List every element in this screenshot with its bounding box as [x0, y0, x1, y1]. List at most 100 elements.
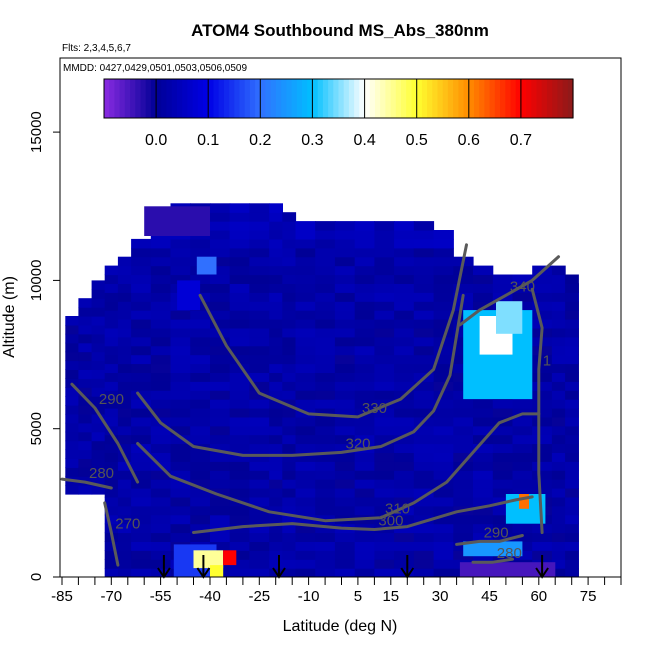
heatmap-cell [565, 354, 579, 365]
heatmap-cell [190, 301, 211, 311]
heatmap-cell [131, 319, 152, 329]
heatmap-cell [473, 461, 494, 471]
heatmap-cell [565, 283, 579, 293]
heatmap-cell [473, 408, 494, 418]
heatmap-cell [249, 416, 270, 427]
colorbar-segment [536, 79, 543, 118]
heatmap-cell [551, 550, 566, 560]
heatmap-cell [512, 488, 533, 498]
heatmap-cell [453, 274, 474, 284]
heatmap-cell [170, 372, 191, 382]
heatmap-cell [565, 345, 579, 356]
heatmap-cell [473, 505, 494, 516]
heatmap-cell [551, 354, 566, 365]
heatmap-cell [354, 425, 375, 436]
heatmap-cell [150, 532, 172, 542]
heatmap-cell [374, 568, 395, 577]
heatmap-cell [229, 345, 250, 356]
heatmap-cell [433, 434, 454, 445]
heatmap-cell [473, 452, 494, 462]
heatmap-cell [104, 345, 119, 356]
heatmap-cell [532, 372, 553, 382]
heatmap-cell [190, 363, 211, 373]
heatmap-cell [492, 461, 514, 471]
heatmap-cell [565, 319, 579, 329]
heatmap-cell [433, 496, 454, 507]
heatmap-cell [413, 496, 435, 507]
heatmap-cell [453, 283, 474, 293]
heatmap-cell [334, 238, 356, 249]
heatmap-cell [315, 541, 336, 551]
colorbar-segment [333, 79, 340, 118]
heatmap-cell [210, 452, 231, 462]
heatmap-cell [229, 247, 250, 258]
heatmap-cell [334, 541, 356, 551]
heatmap-cell [565, 505, 579, 516]
heatmap-cell [433, 532, 454, 542]
heatmap-cell [117, 470, 132, 480]
colorbar-segment [276, 79, 282, 118]
heatmap-cell [269, 381, 283, 391]
heatmap-cell [551, 301, 566, 311]
heatmap-cell [282, 247, 297, 258]
heatmap-cell [315, 265, 336, 276]
colorbar-segment [458, 79, 465, 118]
heatmap-cell [229, 541, 250, 551]
heatmap-cell [190, 390, 211, 400]
heatmap-cell [394, 559, 415, 569]
heatmap-cell [229, 203, 250, 213]
heatmap-cell [78, 333, 93, 344]
heatmap-cell [565, 496, 579, 507]
heatmap-cell [453, 416, 474, 427]
flight-arrows [157, 555, 549, 579]
heatmap-cell [532, 541, 553, 551]
heatmap-cell [565, 470, 579, 480]
colorbar-tick-label: 0.4 [353, 132, 375, 149]
heatmap-cell [269, 461, 283, 471]
contour-label: 280 [89, 465, 114, 482]
heatmap-cell [492, 523, 514, 534]
contour-label: 280 [497, 545, 522, 562]
heatmap-cell [65, 458, 80, 468]
y-tick-label: 10000 [28, 260, 45, 302]
heatmap-cell [453, 470, 474, 480]
heatmap-cell [269, 514, 283, 525]
heatmap-cell [249, 541, 270, 551]
heatmap-cell [394, 283, 415, 293]
heatmap-cell [334, 443, 356, 453]
heatmap-cell [150, 238, 172, 249]
heatmap-cell [394, 452, 415, 462]
heatmap-cell [282, 230, 297, 240]
heatmap-cell [551, 283, 566, 293]
heatmap-cell [78, 405, 93, 415]
heatmap-cell [150, 408, 172, 418]
heatmap-cell [413, 274, 435, 284]
heatmap-cell [269, 363, 283, 373]
heatmap-cell [104, 505, 119, 516]
heatmap-cell [453, 496, 474, 507]
colorbar-segment [171, 79, 178, 118]
heatmap-cell [91, 413, 106, 424]
heatmap-cell [117, 363, 132, 373]
heatmap-cell [150, 363, 172, 373]
colorbar-segment [197, 79, 204, 118]
heatmap-cell [334, 319, 356, 329]
heatmap-cell [565, 479, 579, 489]
heatmap-cell [334, 550, 356, 560]
colorbar-segment [291, 79, 298, 118]
heatmap-cell [413, 452, 435, 462]
heatmap-anomaly-cell [463, 541, 523, 557]
heatmap-cell [117, 488, 132, 498]
heatmap-cell [295, 256, 316, 267]
contour-label: 290 [99, 391, 124, 408]
heatmap-cell [170, 523, 191, 534]
heatmap-cell [433, 408, 454, 418]
heatmap-cell [473, 443, 494, 453]
heatmap-cell [229, 479, 250, 489]
heatmap-cell [249, 221, 270, 231]
heatmap-cell [374, 505, 395, 516]
heatmap-cell [374, 310, 395, 320]
x-tick-label: -55 [150, 588, 172, 605]
heatmap-cell [249, 292, 270, 302]
heatmap-cell [104, 488, 119, 498]
